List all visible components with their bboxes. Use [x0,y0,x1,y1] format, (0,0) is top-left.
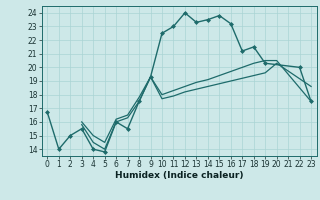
X-axis label: Humidex (Indice chaleur): Humidex (Indice chaleur) [115,171,244,180]
